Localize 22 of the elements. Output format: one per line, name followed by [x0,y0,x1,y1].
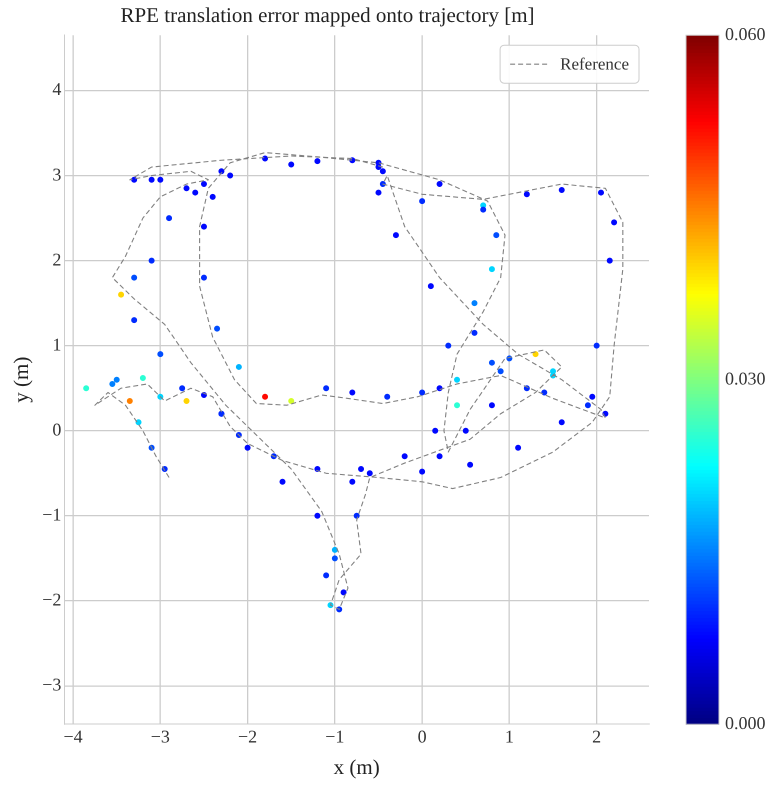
x-tick-label: −1 [325,726,344,747]
color-bar-label: 0.030 [725,368,766,388]
y-tick-label: 0 [52,419,62,440]
x-tick-label: 1 [504,726,514,747]
y-tick-label: 3 [52,164,62,184]
color-bar-label: 0.060 [725,24,766,44]
x-tick-label: 0 [418,726,427,747]
color-bar-label: 0.000 [725,712,766,733]
y-tick-label: 1 [52,334,62,354]
y-tick-label: 2 [52,249,62,270]
y-tick-label: 4 [52,79,62,100]
chart-title: RPE translation error mapped onto trajectory [m] [120,3,535,28]
x-tick-label: −3 [150,726,170,747]
y-tick-label: −1 [42,504,62,525]
y-axis-title: y (m) [9,356,34,403]
x-tick-label: 2 [592,726,602,747]
x-tick-label: −4 [64,726,83,747]
x-tick-label: −2 [238,726,258,747]
y-tick-label: −2 [42,590,62,610]
x-axis-title: x (m) [334,754,380,779]
legend-label: Reference [560,54,629,74]
y-tick-label: −3 [42,674,62,695]
